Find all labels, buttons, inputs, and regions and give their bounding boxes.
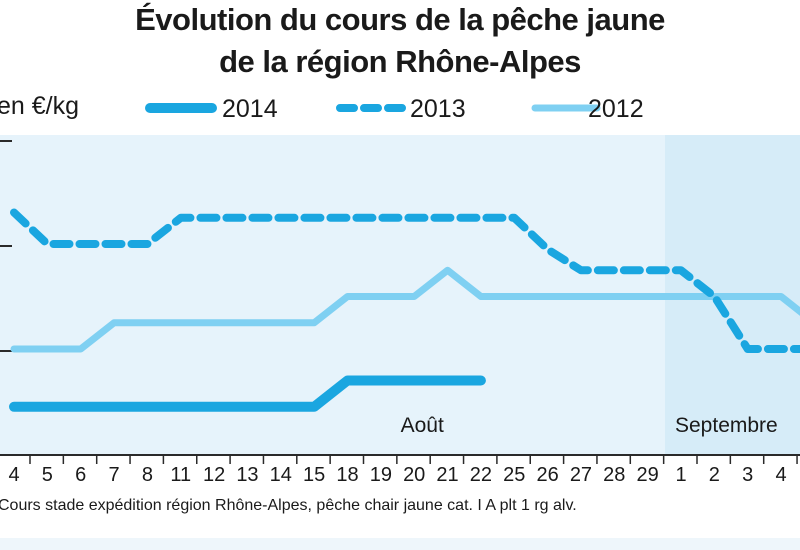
x-tick-label: 5 bbox=[42, 464, 53, 486]
x-tick-label: 20 bbox=[403, 464, 425, 486]
period-label-septembre: Septembre bbox=[675, 414, 778, 437]
x-tick-label: 13 bbox=[236, 464, 258, 486]
x-tick-label: 2 bbox=[709, 464, 720, 486]
x-tick-label: 7 bbox=[108, 464, 119, 486]
x-tick-label: 4 bbox=[775, 464, 786, 486]
series-line-2012 bbox=[10, 266, 800, 353]
period-label-aout: Août bbox=[401, 414, 444, 437]
x-tick-label: 26 bbox=[536, 464, 558, 486]
x-tick-label: 28 bbox=[603, 464, 625, 486]
x-tick-label: 25 bbox=[503, 464, 525, 486]
x-tick-label: 15 bbox=[303, 464, 325, 486]
series-line-2014 bbox=[9, 375, 486, 412]
chart-subtitle: de la région Rhône-Alpes bbox=[219, 44, 581, 79]
chart-title: Évolution du cours de la pêche jaune bbox=[135, 2, 665, 37]
x-tick-label: 3 bbox=[742, 464, 753, 486]
x-tick-label: 6 bbox=[75, 464, 86, 486]
x-tick-label: 22 bbox=[470, 464, 492, 486]
series-line-2013 bbox=[10, 208, 800, 353]
x-tick-label: 14 bbox=[270, 464, 292, 486]
x-tick-label: 21 bbox=[436, 464, 458, 486]
legend-label-2013: 2013 bbox=[410, 95, 466, 123]
x-tick-label: 12 bbox=[203, 464, 225, 486]
x-tick-label: 19 bbox=[370, 464, 392, 486]
x-tick-label: 1 bbox=[675, 464, 686, 486]
legend-label-2012: 2012 bbox=[588, 95, 644, 123]
y-axis-unit-label: en €/kg bbox=[0, 92, 80, 120]
bottom-band bbox=[0, 538, 800, 550]
x-tick-label: 11 bbox=[170, 464, 191, 486]
x-tick-label: 29 bbox=[637, 464, 659, 486]
x-tick-label: 27 bbox=[570, 464, 592, 486]
x-tick-label: 8 bbox=[142, 464, 153, 486]
legend: 2014 2013 2012 bbox=[145, 95, 644, 123]
legend-label-2014: 2014 bbox=[222, 95, 278, 123]
chart-source-note: Cours stade expédition région Rhône-Alpe… bbox=[0, 497, 577, 514]
x-tick-label: 4 bbox=[8, 464, 19, 486]
x-tick-label: 18 bbox=[336, 464, 358, 486]
